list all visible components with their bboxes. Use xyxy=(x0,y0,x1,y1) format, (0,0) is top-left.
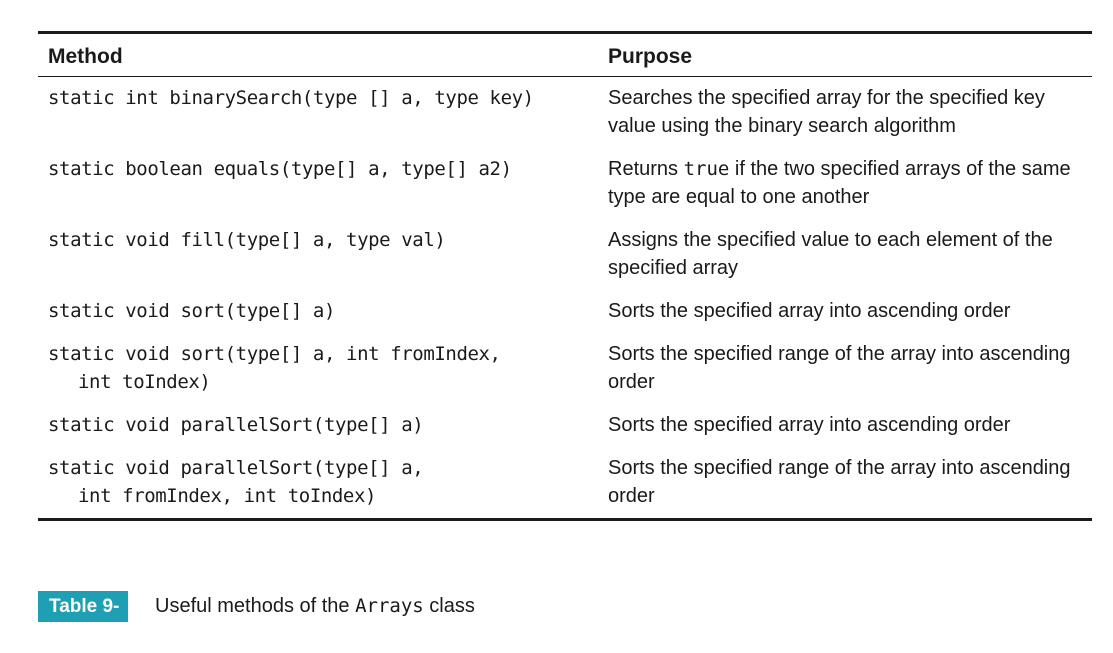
purpose-text: Sorts the specified array into ascending… xyxy=(608,414,1011,436)
method-cell: static boolean equals(type[] a, type[] a… xyxy=(38,148,608,219)
method-signature-continued: int fromIndex, int toIndex) xyxy=(78,485,377,507)
purpose-cell: Sorts the specified range of the array i… xyxy=(608,447,1092,520)
caption-text-before: Useful methods of the xyxy=(155,595,356,617)
purpose-text: if the two specified arrays of the same … xyxy=(608,158,1071,208)
purpose-text: Sorts the specified array into ascending… xyxy=(608,300,1011,322)
method-signature-continued: int toIndex) xyxy=(78,371,211,393)
table-row: static void parallelSort(type[] a) Sorts… xyxy=(38,404,1092,447)
method-signature: static boolean equals(type[] a, type[] a… xyxy=(48,158,512,180)
method-signature: static int binarySearch(type [] a, type … xyxy=(48,87,534,109)
method-signature: static void fill(type[] a, type val) xyxy=(48,229,446,251)
method-cell: static void sort(type[] a, int fromIndex… xyxy=(38,333,608,404)
caption-text: Useful methods of the Arrays class xyxy=(155,595,475,618)
table-row: static boolean equals(type[] a, type[] a… xyxy=(38,148,1092,219)
table-row: static void sort(type[] a) Sorts the spe… xyxy=(38,290,1092,333)
purpose-cell: Returns true if the two specified arrays… xyxy=(608,148,1092,219)
header-method: Method xyxy=(38,32,608,77)
purpose-cell: Sorts the specified array into ascending… xyxy=(608,290,1092,333)
purpose-text: Sorts the specified range of the array i… xyxy=(608,343,1071,393)
method-signature: static void sort(type[] a) xyxy=(48,300,336,322)
table-header-row: Method Purpose xyxy=(38,32,1092,77)
purpose-text: Returns xyxy=(608,158,684,180)
caption-text-after: class xyxy=(423,595,475,617)
method-cell: static void parallelSort(type[] a, int f… xyxy=(38,447,608,520)
caption-label-badge: Table 9-2 xyxy=(38,591,128,648)
purpose-cell: Assigns the specified value to each elem… xyxy=(608,219,1092,290)
caption-code: Arrays xyxy=(355,595,424,617)
purpose-cell: Searches the specified array for the spe… xyxy=(608,77,1092,149)
table-row: static void fill(type[] a, type val) Ass… xyxy=(38,219,1092,290)
method-cell: static void parallelSort(type[] a) xyxy=(38,404,608,447)
header-purpose: Purpose xyxy=(608,32,1092,77)
method-signature: static void parallelSort(type[] a) xyxy=(48,414,424,436)
arrays-methods-table: Method Purpose static int binarySearch(t… xyxy=(38,31,1092,521)
purpose-text: Assigns the specified value to each elem… xyxy=(608,229,1053,279)
methods-table-container: Method Purpose static int binarySearch(t… xyxy=(38,31,1092,521)
table-caption: Table 9-2 Useful methods of the Arrays c… xyxy=(38,591,475,648)
method-signature: static void parallelSort(type[] a, xyxy=(48,457,424,479)
method-cell: static int binarySearch(type [] a, type … xyxy=(38,77,608,149)
purpose-cell: Sorts the specified range of the array i… xyxy=(608,333,1092,404)
method-cell: static void fill(type[] a, type val) xyxy=(38,219,608,290)
purpose-code: true xyxy=(683,158,730,180)
purpose-cell: Sorts the specified array into ascending… xyxy=(608,404,1092,447)
method-cell: static void sort(type[] a) xyxy=(38,290,608,333)
table-row: static int binarySearch(type [] a, type … xyxy=(38,77,1092,149)
purpose-text: Sorts the specified range of the array i… xyxy=(608,457,1071,507)
table-row: static void sort(type[] a, int fromIndex… xyxy=(38,333,1092,404)
method-signature: static void sort(type[] a, int fromIndex… xyxy=(48,343,501,365)
purpose-text: Searches the specified array for the spe… xyxy=(608,87,1045,137)
table-row: static void parallelSort(type[] a, int f… xyxy=(38,447,1092,520)
